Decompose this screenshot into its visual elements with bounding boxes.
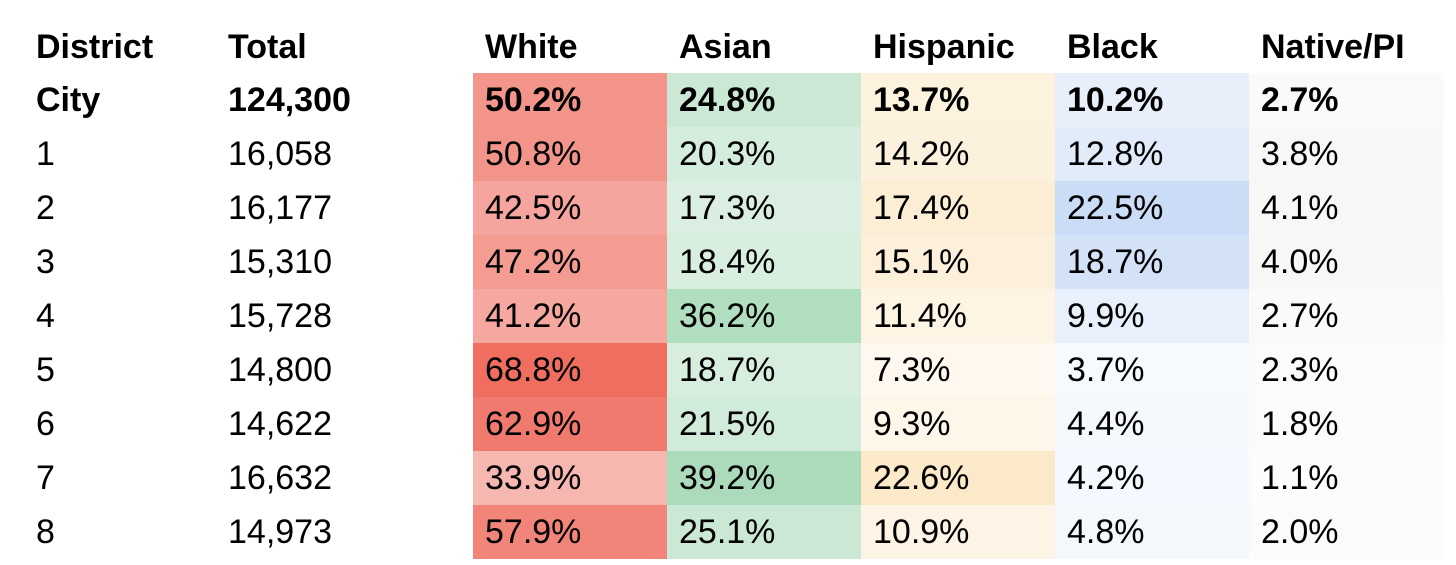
total-cell: 16,177	[228, 189, 332, 227]
pct-cell-native-pi: 2.7%	[1249, 73, 1443, 127]
pct-cell-white: 42.5%	[473, 181, 667, 235]
pct-cell-black: 4.2%	[1055, 451, 1249, 505]
table-body: City 124,300 50.2% 24.8% 13.7% 10.2% 2.7% 1 16,0…	[36, 73, 1443, 559]
pct-cell-asian: 36.2%	[667, 289, 861, 343]
pct-cell-native-pi: 2.3%	[1249, 343, 1443, 397]
district-cell: 2	[36, 189, 55, 227]
table-row-4: 4 15,728 41.2% 36.2% 11.4% 9.9% 2.7%	[36, 289, 1443, 343]
pct-cell-hispanic: 10.9%	[861, 505, 1055, 559]
pct-cell-hispanic: 17.4%	[861, 181, 1055, 235]
pct-cell-native-pi: 3.8%	[1249, 127, 1443, 181]
pct-cell-hispanic: 7.3%	[861, 343, 1055, 397]
pct-cell-black: 4.8%	[1055, 505, 1249, 559]
district-cell: 7	[36, 459, 55, 497]
district-cell: City	[36, 81, 101, 119]
pct-cell-black: 9.9%	[1055, 289, 1249, 343]
pct-cell-asian: 39.2%	[667, 451, 861, 505]
pct-cell-white: 68.8%	[473, 343, 667, 397]
pct-cell-black: 3.7%	[1055, 343, 1249, 397]
pct-cell-white: 50.2%	[473, 73, 667, 127]
table-row-6: 6 14,622 62.9% 21.5% 9.3% 4.4% 1.8%	[36, 397, 1443, 451]
table-row-8: 8 14,973 57.9% 25.1% 10.9% 4.8% 2.0%	[36, 505, 1443, 559]
district-cell: 5	[36, 351, 55, 389]
pct-cell-black: 12.8%	[1055, 127, 1249, 181]
pct-cell-native-pi: 2.7%	[1249, 289, 1443, 343]
pct-cell-white: 33.9%	[473, 451, 667, 505]
pct-cell-hispanic: 14.2%	[861, 127, 1055, 181]
total-cell: 14,973	[228, 513, 332, 551]
pct-cell-native-pi: 2.0%	[1249, 505, 1443, 559]
pct-cell-black: 4.4%	[1055, 397, 1249, 451]
pct-cell-black: 22.5%	[1055, 181, 1249, 235]
table-row-city: City 124,300 50.2% 24.8% 13.7% 10.2% 2.7%	[36, 73, 1443, 127]
pct-cell-black: 10.2%	[1055, 73, 1249, 127]
district-cell: 3	[36, 243, 55, 281]
pct-cell-white: 47.2%	[473, 235, 667, 289]
total-cell: 14,622	[228, 405, 332, 443]
column-header-hispanic: Hispanic	[873, 28, 1015, 66]
pct-cell-asian: 18.7%	[667, 343, 861, 397]
column-header-native-pi: Native/PI	[1261, 28, 1405, 66]
header-row: District Total White Asian Hispanic Black Nati…	[36, 0, 1443, 73]
pct-cell-black: 18.7%	[1055, 235, 1249, 289]
pct-cell-hispanic: 22.6%	[861, 451, 1055, 505]
total-cell: 124,300	[228, 81, 351, 119]
district-cell: 1	[36, 135, 55, 173]
pct-cell-native-pi: 1.8%	[1249, 397, 1443, 451]
pct-cell-asian: 24.8%	[667, 73, 861, 127]
pct-cell-asian: 25.1%	[667, 505, 861, 559]
table-row-2: 2 16,177 42.5% 17.3% 17.4% 22.5% 4.1%	[36, 181, 1443, 235]
pct-cell-hispanic: 13.7%	[861, 73, 1055, 127]
pct-cell-asian: 21.5%	[667, 397, 861, 451]
pct-cell-white: 62.9%	[473, 397, 667, 451]
table-row-3: 3 15,310 47.2% 18.4% 15.1% 18.7% 4.0%	[36, 235, 1443, 289]
total-cell: 14,800	[228, 351, 332, 389]
pct-cell-white: 57.9%	[473, 505, 667, 559]
pct-cell-hispanic: 15.1%	[861, 235, 1055, 289]
column-header-total: Total	[228, 28, 307, 66]
total-cell: 15,310	[228, 243, 332, 281]
pct-cell-native-pi: 4.1%	[1249, 181, 1443, 235]
column-header-white: White	[485, 28, 578, 66]
table-row-1: 1 16,058 50.8% 20.3% 14.2% 12.8% 3.8%	[36, 127, 1443, 181]
total-cell: 15,728	[228, 297, 332, 335]
table-row-5: 5 14,800 68.8% 18.7% 7.3% 3.7% 2.3%	[36, 343, 1443, 397]
district-cell: 6	[36, 405, 55, 443]
table-row-7: 7 16,632 33.9% 39.2% 22.6% 4.2% 1.1%	[36, 451, 1443, 505]
pct-cell-hispanic: 9.3%	[861, 397, 1055, 451]
district-cell: 4	[36, 297, 55, 335]
column-header-asian: Asian	[679, 28, 772, 66]
pct-cell-hispanic: 11.4%	[861, 289, 1055, 343]
district-cell: 8	[36, 513, 55, 551]
pct-cell-white: 50.8%	[473, 127, 667, 181]
pct-cell-asian: 20.3%	[667, 127, 861, 181]
pct-cell-native-pi: 4.0%	[1249, 235, 1443, 289]
total-cell: 16,058	[228, 135, 332, 173]
total-cell: 16,632	[228, 459, 332, 497]
column-header-black: Black	[1067, 28, 1158, 66]
pct-cell-white: 41.2%	[473, 289, 667, 343]
pct-cell-native-pi: 1.1%	[1249, 451, 1443, 505]
pct-cell-asian: 18.4%	[667, 235, 861, 289]
district-demographics-table: District Total White Asian Hispanic Black Nati…	[36, 0, 1443, 559]
pct-cell-asian: 17.3%	[667, 181, 861, 235]
column-header-district: District	[36, 28, 154, 66]
